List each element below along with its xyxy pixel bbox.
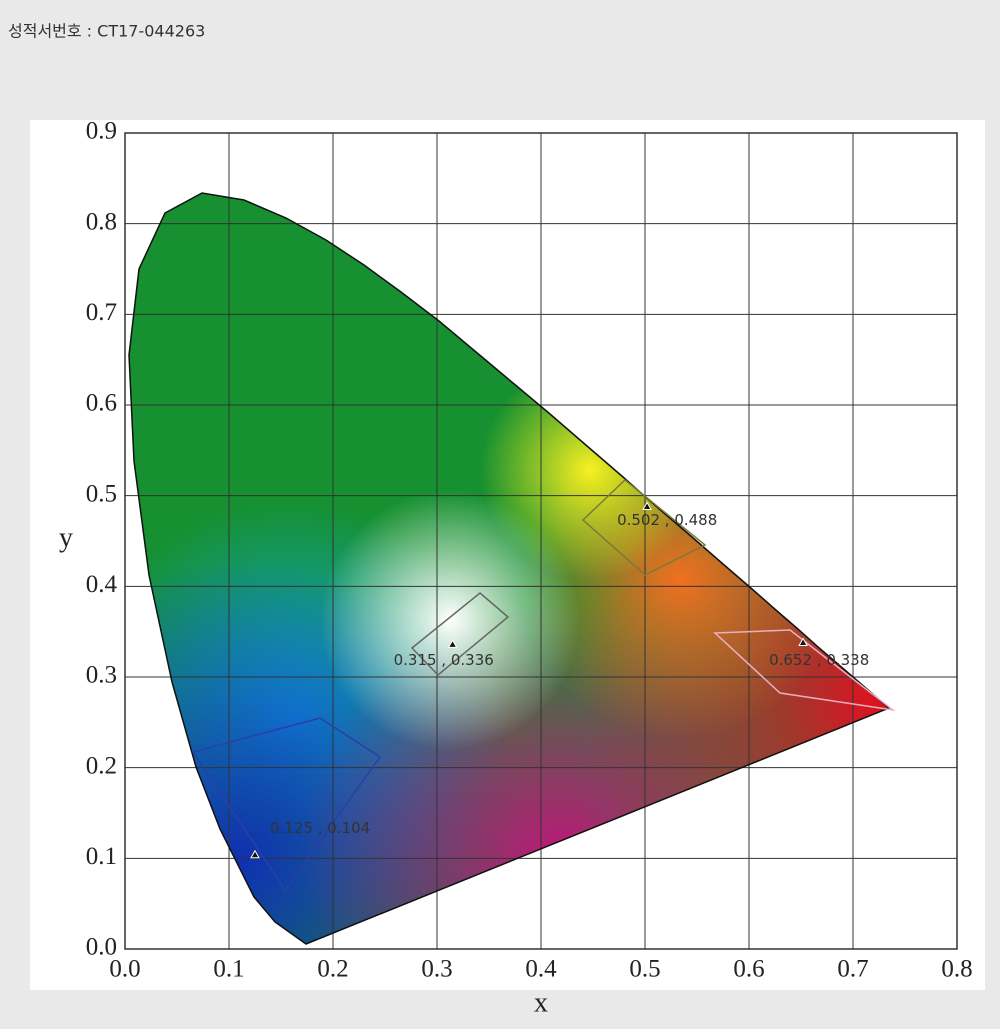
document-number: 성적서번호 : CT17-044263 bbox=[8, 22, 205, 41]
y-tick-label: 0.0 bbox=[86, 934, 117, 961]
data-point bbox=[798, 637, 808, 647]
x-tick-label: 0.8 bbox=[941, 956, 972, 983]
tolerance-region bbox=[581, 479, 707, 576]
data-label: 0.315 , 0.336 bbox=[394, 651, 494, 669]
x-tick-label: 0.4 bbox=[525, 956, 557, 983]
tolerance-region bbox=[191, 717, 382, 892]
x-tick-label: 0.7 bbox=[837, 956, 868, 983]
x-axis-label: x bbox=[534, 987, 548, 1018]
y-tick-label: 0.6 bbox=[86, 390, 117, 417]
y-tick-label: 0.3 bbox=[86, 662, 117, 689]
x-tick-label: 0.3 bbox=[421, 956, 452, 983]
data-label: 0.125 , 0.104 bbox=[270, 819, 370, 837]
y-axis-label: y bbox=[59, 522, 73, 553]
y-tick-label: 0.7 bbox=[86, 299, 117, 326]
y-tick-label: 0.9 bbox=[86, 118, 117, 145]
x-tick-label: 0.1 bbox=[213, 956, 244, 983]
data-point bbox=[250, 849, 260, 859]
y-tick-label: 0.2 bbox=[86, 752, 117, 779]
data-label: 0.652 , 0.338 bbox=[769, 651, 869, 669]
tolerance-region bbox=[410, 592, 510, 677]
spectral-locus bbox=[128, 192, 891, 945]
y-tick-label: 0.4 bbox=[86, 571, 118, 598]
x-tick-label: 0.0 bbox=[109, 956, 140, 983]
x-tick-label: 0.6 bbox=[733, 956, 764, 983]
y-tick-label: 0.1 bbox=[86, 843, 117, 870]
y-tick-label: 0.5 bbox=[86, 480, 117, 507]
data-point bbox=[447, 639, 458, 648]
data-label: 0.502 , 0.488 bbox=[617, 511, 717, 529]
x-tick-label: 0.5 bbox=[629, 956, 660, 983]
y-tick-label: 0.8 bbox=[86, 208, 117, 235]
data-point bbox=[642, 501, 652, 511]
tolerance-region bbox=[713, 629, 896, 712]
plot-frame bbox=[124, 132, 958, 950]
x-tick-label: 0.2 bbox=[317, 956, 348, 983]
